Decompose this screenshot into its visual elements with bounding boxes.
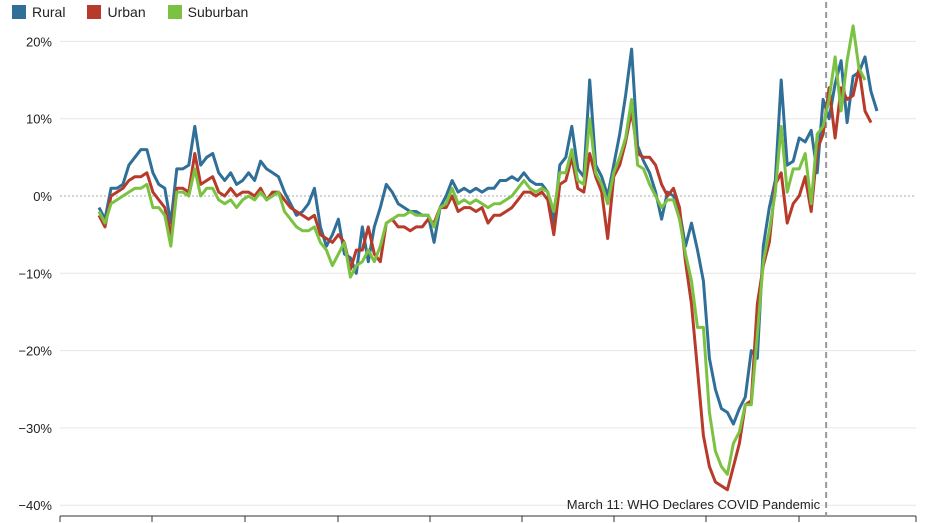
y-tick-label: −20% bbox=[18, 344, 52, 359]
legend-swatch-urban bbox=[87, 5, 102, 19]
legend-label-rural: Rural bbox=[32, 4, 66, 20]
legend: Rural Urban Suburban bbox=[12, 4, 248, 20]
legend-item-urban[interactable]: Urban bbox=[87, 4, 146, 20]
pandemic-annotation-label: March 11: WHO Declares COVID Pandemic bbox=[567, 497, 821, 512]
gridlines bbox=[60, 40, 916, 506]
y-tick-label: 20% bbox=[26, 34, 52, 49]
series-lines bbox=[97, 24, 879, 492]
legend-swatch-rural bbox=[12, 5, 26, 19]
legend-label-urban: Urban bbox=[107, 4, 146, 20]
legend-swatch-suburban bbox=[167, 5, 182, 19]
y-tick-label: 10% bbox=[26, 112, 52, 127]
x-axis bbox=[59, 515, 917, 522]
legend-item-rural[interactable]: Rural bbox=[12, 4, 65, 20]
y-axis-tick-labels: 20% 10% 0% −10% −20% −30% −40% bbox=[18, 34, 52, 513]
series-line-rural bbox=[97, 47, 879, 426]
series-line-suburban bbox=[97, 24, 867, 476]
y-tick-label: −40% bbox=[18, 498, 52, 513]
legend-item-suburban[interactable]: Suburban bbox=[167, 4, 249, 20]
y-tick-label: −10% bbox=[18, 266, 52, 281]
y-tick-label: 0% bbox=[33, 189, 52, 204]
annotation: March 11: WHO Declares COVID Pandemic bbox=[567, 2, 828, 516]
series-line-urban bbox=[97, 67, 873, 492]
y-tick-label: −30% bbox=[18, 421, 52, 436]
legend-label-suburban: Suburban bbox=[187, 4, 249, 20]
